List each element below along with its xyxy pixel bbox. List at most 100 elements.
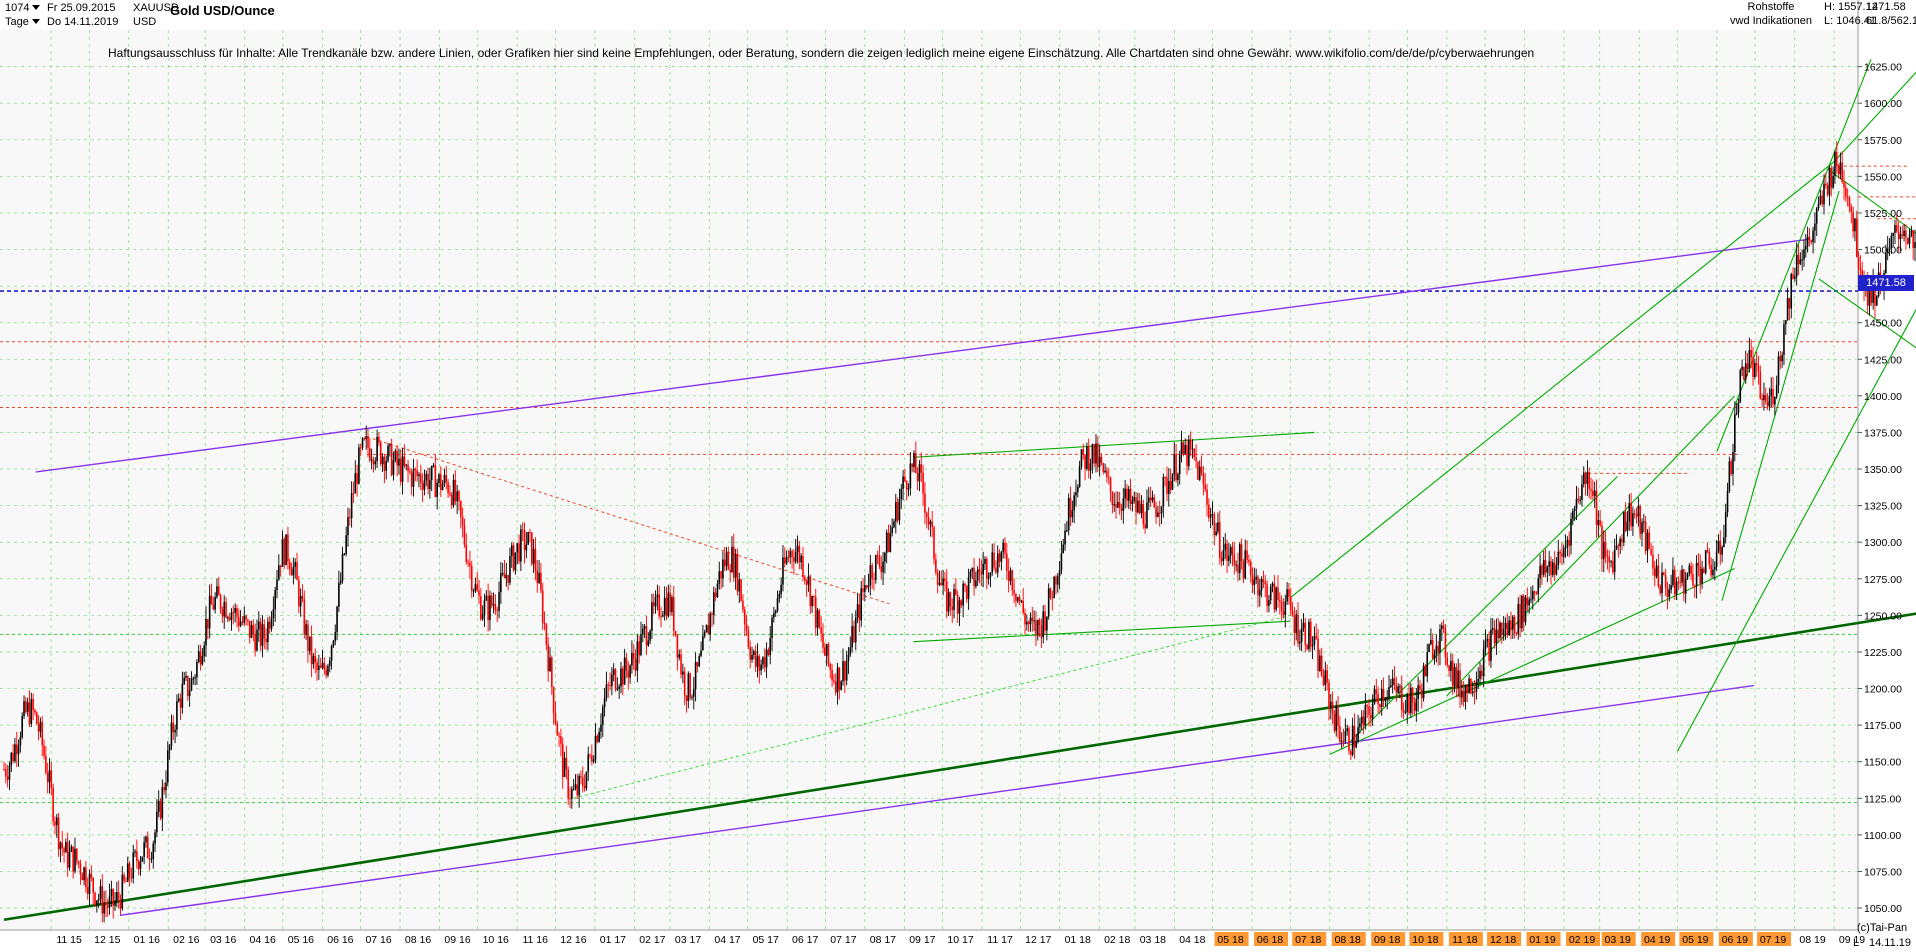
candle-up [1430, 639, 1432, 645]
candle-up [1790, 274, 1793, 309]
candle-down [1874, 281, 1876, 306]
candle-up [902, 476, 904, 489]
candle-up [230, 612, 233, 620]
candle-down [758, 656, 761, 671]
candle-up [1555, 565, 1558, 575]
candle-down [940, 582, 943, 586]
candle-down [1251, 574, 1254, 586]
candle-down [1200, 466, 1203, 473]
candle-up [1637, 506, 1640, 517]
candle-down [1683, 569, 1685, 594]
candle-up [214, 597, 216, 610]
trend-line [35, 238, 1809, 473]
x-tick-label: 06 17 [792, 934, 818, 946]
candle-up [250, 625, 253, 638]
candle-down [1442, 625, 1445, 629]
candle-down [1279, 599, 1281, 602]
x-tick-label: 01 16 [134, 934, 160, 946]
candle-down [469, 562, 471, 567]
candle-up [398, 458, 400, 466]
candle-up [65, 841, 67, 853]
candle-down [369, 448, 371, 461]
high-label: H: 1557.12 [1824, 1, 1878, 13]
candle-up [1178, 455, 1181, 475]
candle-down [1153, 497, 1156, 508]
candle-up [840, 681, 842, 690]
candle-up [1732, 451, 1734, 474]
candle-down [50, 770, 53, 788]
candle-up [816, 610, 819, 628]
candle-down [372, 459, 375, 465]
candle-up [1894, 225, 1896, 233]
candle-up [1439, 628, 1441, 653]
candle-down [1635, 514, 1638, 517]
candle-down [1049, 588, 1052, 598]
candle-up [563, 757, 566, 777]
candle-down [1488, 638, 1490, 661]
candle-up [1562, 548, 1565, 557]
candle-down [523, 530, 526, 551]
candle-down [1666, 587, 1669, 598]
candle-down [1448, 665, 1450, 671]
candle-up [1268, 600, 1270, 606]
candle-up [1701, 568, 1703, 584]
candle-down [287, 534, 289, 562]
candle-down [1082, 449, 1085, 455]
candle-down [1606, 556, 1609, 558]
candle-up [1715, 551, 1718, 567]
candle-down [1841, 162, 1843, 183]
candle-down [560, 736, 562, 744]
candle-up [705, 625, 708, 633]
candle-up [1728, 461, 1731, 492]
candle-down [212, 604, 215, 610]
candle-up [432, 465, 435, 467]
candle-up [39, 721, 42, 732]
candle-down [1257, 576, 1259, 596]
candle-up [1162, 476, 1165, 507]
candle-down [1193, 448, 1196, 458]
candle-down [1006, 553, 1008, 571]
trend-line [1676, 308, 1916, 752]
candle-down [1164, 476, 1166, 478]
candle-up [1504, 622, 1507, 630]
candle-down [853, 626, 855, 643]
candle-down [711, 613, 713, 615]
candle-up [987, 576, 990, 579]
candle-down [228, 617, 231, 620]
candle-up [203, 645, 205, 657]
candle-up [492, 604, 495, 606]
candle-down [1213, 514, 1216, 536]
candle-down [356, 473, 358, 484]
candle-up [1854, 218, 1856, 232]
bars-count[interactable]: 1074 [5, 2, 44, 15]
period-select[interactable]: Tage [5, 16, 44, 29]
candle-down [137, 861, 140, 869]
candle-down [247, 619, 249, 621]
candle-down [1115, 504, 1117, 508]
candle-up [59, 842, 62, 850]
candle-down [924, 493, 926, 513]
candle-down [541, 590, 544, 623]
candle-up [1795, 254, 1798, 277]
candle-down [627, 670, 630, 678]
candle-up [1364, 705, 1367, 726]
candle-down [458, 491, 460, 502]
candle-up [1655, 565, 1658, 577]
candle-down [1282, 611, 1285, 616]
candle-up [176, 701, 178, 730]
candle-up [1078, 466, 1081, 487]
dropdown-arrow-icon[interactable] [32, 5, 41, 11]
candle-down [1240, 544, 1243, 562]
dropdown-arrow-icon[interactable] [31, 19, 40, 25]
candle-up [358, 447, 360, 484]
candle-down [419, 474, 422, 484]
candle-down [1633, 513, 1636, 515]
candle-down [1339, 726, 1341, 742]
candle-down [1644, 521, 1647, 551]
x-tick-label: 06 18 [1257, 934, 1283, 946]
candle-up [1000, 551, 1003, 562]
copyright: (c)Tai-Pan [1857, 922, 1908, 934]
candle-up [605, 684, 608, 699]
candle-down [1455, 667, 1458, 689]
